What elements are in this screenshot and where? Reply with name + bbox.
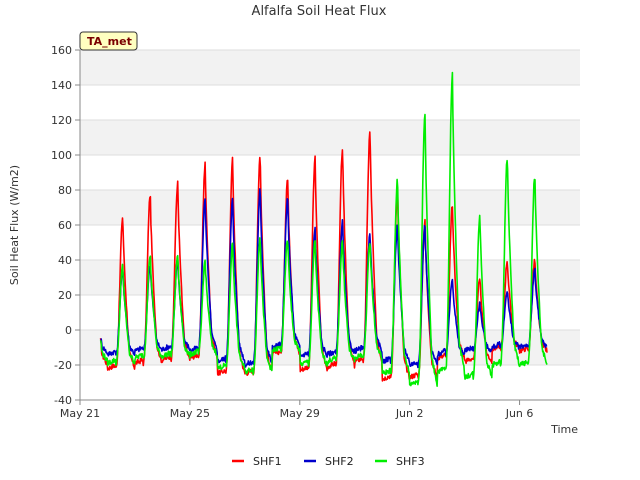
- series-line-shf3: [99, 71, 548, 387]
- plot-band: [80, 50, 580, 85]
- axes: -40 -20 0 20 40 60 80 100 120 140 160 May 21 May 25 M…: [51, 44, 580, 420]
- plot-band: [80, 260, 580, 295]
- plot-band: [80, 295, 580, 330]
- y-tick-label: 140: [51, 79, 72, 92]
- y-tick-label: 20: [58, 289, 72, 302]
- x-axis-title: Time: [550, 423, 578, 436]
- y-tick-label: -40: [54, 394, 72, 407]
- plot-band: [80, 365, 580, 400]
- plot-band: [80, 225, 580, 260]
- plot-bands: [80, 50, 580, 400]
- y-tick-label: 120: [51, 114, 72, 127]
- badge-label: TA_met: [87, 35, 132, 48]
- y-tick-label: 0: [65, 324, 72, 337]
- series-layer: [99, 71, 548, 387]
- y-axis-title: Soil Heat Flux (W/m2): [8, 165, 21, 285]
- legend-label-shf3: SHF3: [396, 455, 425, 468]
- y-tick-label: 40: [58, 254, 72, 267]
- y-tick-label: 100: [51, 149, 72, 162]
- ta-met-badge: TA_met: [79, 31, 138, 51]
- legend-label-shf2: SHF2: [325, 455, 354, 468]
- y-tick-label: 80: [58, 184, 72, 197]
- plot-band: [80, 190, 580, 225]
- legend: SHF1 SHF2 SHF3: [232, 455, 425, 468]
- y-tick-label: 60: [58, 219, 72, 232]
- chart-title: Alfalfa Soil Heat Flux: [252, 4, 387, 19]
- x-tick-label: Jun 2: [395, 407, 424, 420]
- x-tick-label: Jun 6: [505, 407, 534, 420]
- y-tick-label: -20: [54, 359, 72, 372]
- plot-band: [80, 120, 580, 155]
- x-tick-label: May 25: [170, 407, 210, 420]
- badge-box: [79, 31, 138, 51]
- plot-band: [80, 85, 580, 120]
- x-tick-label: May 21: [60, 407, 100, 420]
- plot-band: [80, 155, 580, 190]
- y-tick-label: 160: [51, 44, 72, 57]
- legend-label-shf1: SHF1: [253, 455, 282, 468]
- x-tick-label: May 29: [280, 407, 320, 420]
